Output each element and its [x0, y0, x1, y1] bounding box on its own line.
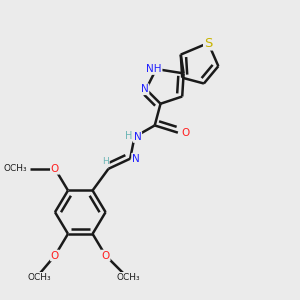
Text: O: O — [101, 250, 110, 260]
Text: S: S — [204, 37, 212, 50]
Text: OCH₃: OCH₃ — [27, 273, 51, 282]
Text: H: H — [125, 130, 132, 140]
Text: NH: NH — [146, 64, 162, 74]
Text: O: O — [181, 128, 189, 138]
Text: N: N — [132, 154, 140, 164]
Text: OCH₃: OCH₃ — [3, 164, 27, 173]
Text: N: N — [134, 132, 141, 142]
Text: O: O — [51, 164, 59, 174]
Text: H: H — [102, 157, 109, 166]
Text: OCH₃: OCH₃ — [117, 273, 140, 282]
Text: N: N — [141, 84, 148, 94]
Text: O: O — [51, 250, 59, 260]
